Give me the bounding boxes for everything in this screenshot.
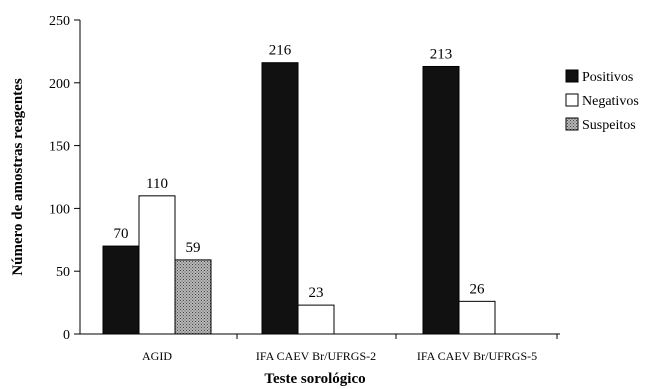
x-tick-label: IFA CAEV Br/UFRGS-2	[256, 349, 376, 363]
y-tick-label: 100	[49, 202, 70, 217]
y-tick-label: 250	[49, 14, 70, 29]
legend-label-negativos: Negativos	[582, 94, 639, 109]
data-label: 26	[470, 281, 486, 297]
data-label: 59	[186, 240, 201, 256]
bars	[102, 62, 496, 335]
bar-negativos	[138, 195, 176, 335]
y-tick-label: 50	[56, 265, 70, 280]
legend-swatch-suspeitos	[565, 117, 579, 131]
y-tick-label: 200	[49, 77, 70, 92]
y-axis: 0 50 100 150 200 250	[49, 14, 81, 343]
y-tick-label: 0	[63, 328, 70, 343]
legend: Positivos Negativos Suspeitos	[565, 69, 639, 133]
x-tick-label: IFA CAEV Br/UFRGS-5	[417, 349, 537, 363]
y-tick-label: 150	[49, 140, 70, 155]
bar-negativos	[297, 304, 335, 335]
data-label: 213	[430, 46, 453, 62]
data-label: 110	[146, 176, 168, 192]
x-tick-label: AGID	[142, 349, 172, 363]
bar-positivos	[422, 65, 460, 335]
y-axis-title: Número de amostras reagentes	[10, 78, 26, 275]
data-labels: 70 110 59 216 23 213 26	[114, 43, 486, 301]
y-ticks: 0 50 100 150 200 250	[49, 14, 80, 343]
legend-label-positivos: Positivos	[582, 70, 633, 85]
legend-swatch-negativos	[565, 93, 579, 107]
bar-negativos	[458, 300, 496, 335]
data-label: 70	[114, 226, 129, 242]
x-axis: AGID IFA CAEV Br/UFRGS-2 IFA CAEV Br/UFRGS…	[80, 333, 560, 363]
x-axis-title: Teste sorológico	[264, 371, 365, 387]
legend-label-suspeitos: Suspeitos	[582, 118, 636, 133]
data-label: 23	[309, 285, 324, 301]
data-label: 216	[269, 43, 292, 59]
legend-swatch-positivos	[565, 69, 579, 83]
bar-positivos	[102, 245, 140, 335]
bar-suspeitos	[174, 259, 212, 335]
bar-positivos	[261, 62, 299, 335]
x-labels: AGID IFA CAEV Br/UFRGS-2 IFA CAEV Br/UFRGS…	[142, 334, 558, 363]
